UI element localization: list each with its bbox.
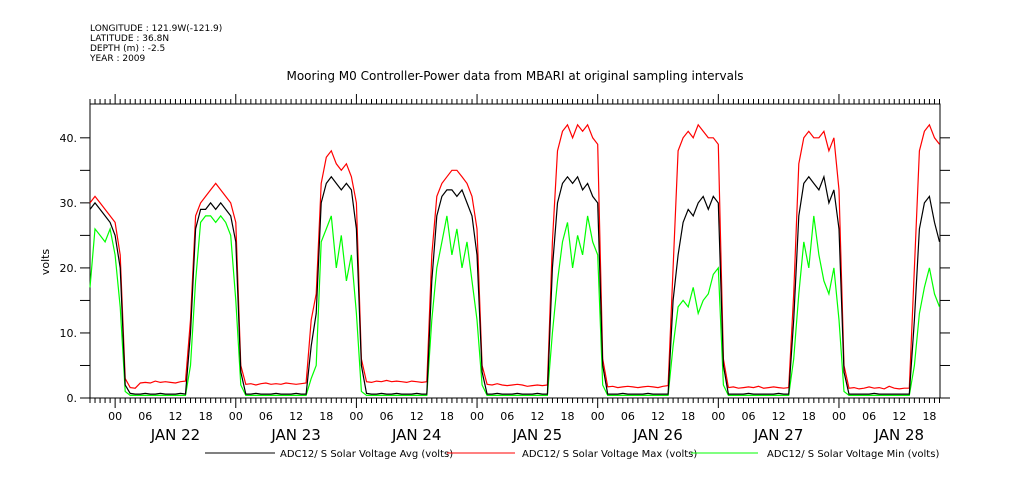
x-tick-label: 12 xyxy=(530,410,544,423)
x-tick-label: 12 xyxy=(410,410,424,423)
series-line-avg xyxy=(89,174,941,395)
x-tick-label: 06 xyxy=(259,410,273,423)
x-tick-label: 12 xyxy=(289,410,303,423)
x-day-label: JAN 24 xyxy=(391,426,442,444)
y-axis-label: volts xyxy=(39,249,52,276)
x-tick-label: 18 xyxy=(440,410,454,423)
y-tick-label: 0. xyxy=(67,392,78,405)
x-tick-label: 18 xyxy=(561,410,575,423)
x-tick-label: 00 xyxy=(591,410,605,423)
x-day-label: JAN 27 xyxy=(753,426,804,444)
x-tick-label: 06 xyxy=(500,410,514,423)
x-tick-label: 12 xyxy=(772,410,786,423)
x-tick-label: 00 xyxy=(711,410,725,423)
x-day-label: JAN 25 xyxy=(512,426,563,444)
x-tick-label: 00 xyxy=(229,410,243,423)
chart-title: Mooring M0 Controller-Power data from MB… xyxy=(286,69,743,83)
x-day-label: JAN 23 xyxy=(270,426,321,444)
x-tick-label: 06 xyxy=(380,410,394,423)
meta-year: YEAR : 2009 xyxy=(89,54,146,64)
x-tick-label: 00 xyxy=(349,410,363,423)
x-tick-label: 18 xyxy=(802,410,816,423)
meta-longitude: LONGITUDE : 121.9W(-121.9) xyxy=(90,24,222,34)
x-tick-label: 12 xyxy=(892,410,906,423)
x-day-label: JAN 22 xyxy=(150,426,201,444)
x-tick-label: 06 xyxy=(621,410,635,423)
y-tick-label: 20. xyxy=(60,262,78,275)
x-tick-label: 00 xyxy=(832,410,846,423)
x-tick-label: 00 xyxy=(108,410,122,423)
y-tick-label: 30. xyxy=(60,197,78,210)
meta-latitude: LATITUDE : 36.8N xyxy=(90,34,169,44)
metadata-block: LONGITUDE : 121.9W(-121.9) LATITUDE : 36… xyxy=(89,24,222,64)
x-tick-label: 00 xyxy=(470,410,484,423)
x-tick-label: 12 xyxy=(651,410,665,423)
x-tick-label: 06 xyxy=(138,410,152,423)
series-line-min xyxy=(89,214,941,396)
axes: 0. 10. 20. 30. 40. 00 06 12 JAN 22 18 00 06 12 JAN 23… xyxy=(60,94,950,444)
x-tick-label: 18 xyxy=(199,410,213,423)
legend: ADC12/ S Solar Voltage Avg (volts) ADC12/… xyxy=(205,449,939,460)
legend-label: ADC12/ S Solar Voltage Max (volts) xyxy=(522,449,697,460)
y-tick-label: 40. xyxy=(60,132,78,145)
x-tick-label: 06 xyxy=(862,410,876,423)
plot-frame xyxy=(89,103,941,399)
meta-depth: DEPTH (m) : -2.5 xyxy=(90,44,165,54)
x-tick-label: 18 xyxy=(319,410,333,423)
x-tick-label: 12 xyxy=(168,410,182,423)
series-group xyxy=(89,123,941,396)
x-tick-label: 18 xyxy=(681,410,695,423)
x-tick-label: 06 xyxy=(741,410,755,423)
legend-label: ADC12/ S Solar Voltage Min (volts) xyxy=(767,449,939,460)
legend-label: ADC12/ S Solar Voltage Avg (volts) xyxy=(280,449,453,460)
x-day-label: JAN 26 xyxy=(632,426,683,444)
x-day-label: JAN 28 xyxy=(874,426,925,444)
y-tick-label: 10. xyxy=(60,327,78,340)
x-tick-label: 18 xyxy=(922,410,936,423)
series-line-max xyxy=(89,123,940,390)
